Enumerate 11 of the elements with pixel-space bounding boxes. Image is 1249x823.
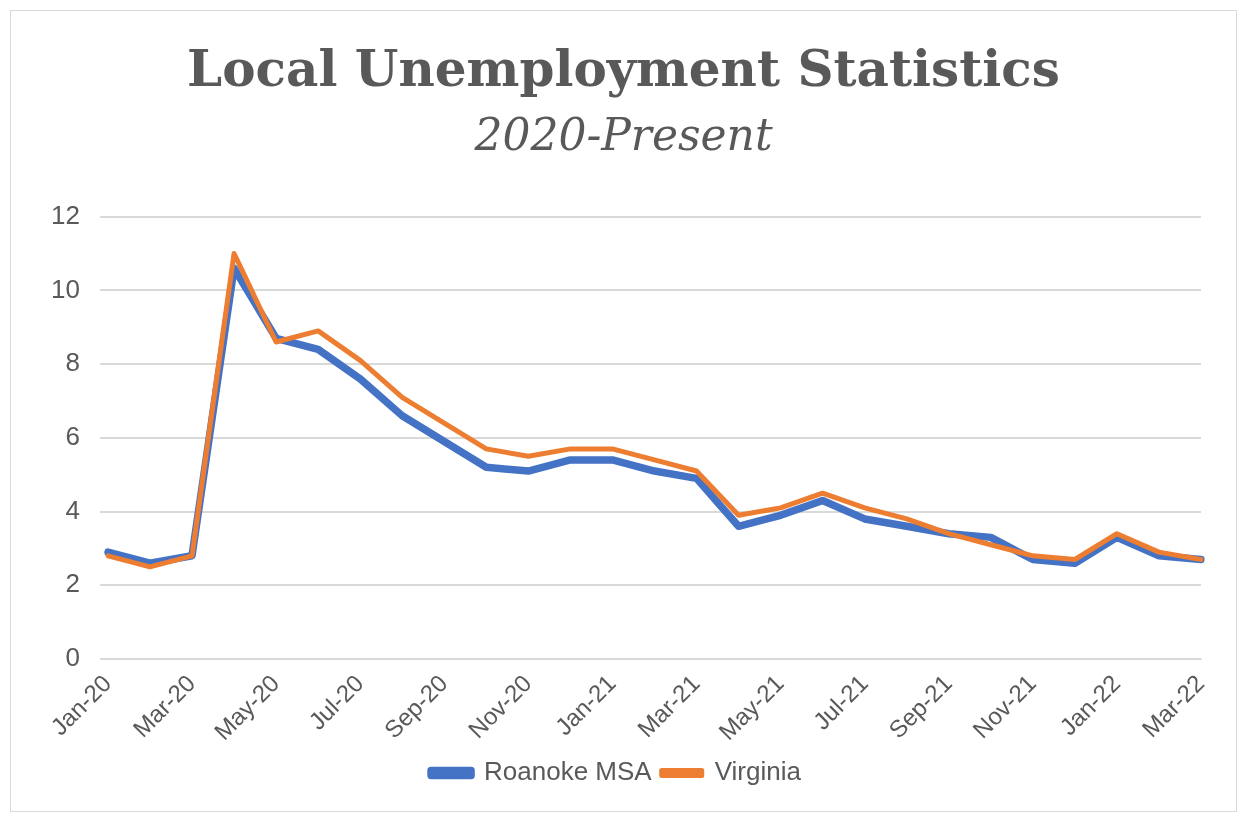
y-tick-label: 6 <box>65 421 80 451</box>
y-tick-label: 4 <box>65 494 80 525</box>
chart-title: Local Unemployment Statistics <box>186 39 1061 98</box>
legend-label: Virginia <box>714 756 802 787</box>
y-tick-label: 12 <box>51 199 80 230</box>
chart-subtitle: 2020-Present <box>473 109 774 160</box>
y-tick-label: 2 <box>65 568 80 599</box>
y-tick-label: 10 <box>51 273 80 304</box>
legend-label: Roanoke MSA <box>484 756 653 787</box>
y-tick-label: 8 <box>65 347 80 378</box>
y-tick-label: 0 <box>65 642 80 673</box>
